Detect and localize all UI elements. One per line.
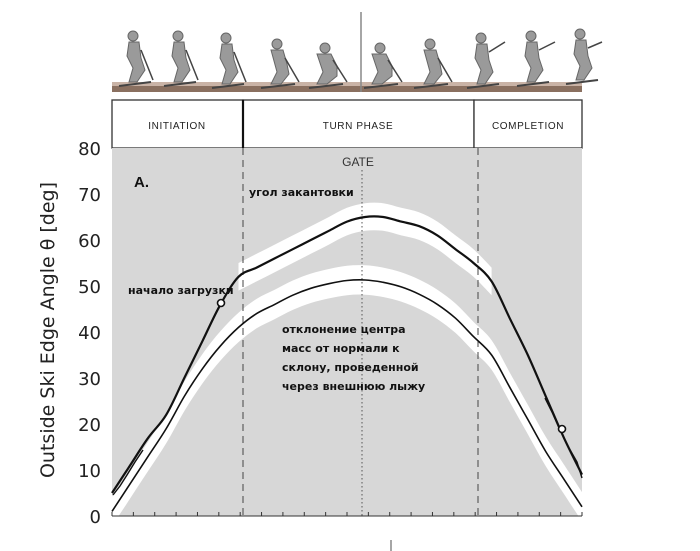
load-start-marker [216,298,226,308]
y-tick-label-40: 40 [78,323,101,344]
y-tick-label-70: 70 [78,185,101,206]
skier-figure-8 [466,32,506,89]
phase-label-completion: COMPLETION [492,121,564,132]
skier-figure-10 [565,28,603,85]
phase-header: INITIATION TURN PHASE COMPLETION [111,99,583,149]
panel-label: A. [134,174,149,191]
plot-area: A. GATE угол закантовки начало загрузки … [111,148,583,527]
series-edge-angle-noise-start [112,449,144,496]
y-tick-label-50: 50 [78,277,101,298]
phase-label-initiation: INITIATION [148,121,205,132]
x-axis-minor-ticks [111,512,583,516]
y-tick-label-10: 10 [78,461,101,482]
phase-label-turn: TURN PHASE [323,121,393,132]
y-axis-label: Outside Ski Edge Angle θ [deg] [37,182,59,478]
variance-band-upper [238,202,492,296]
skier-figure-1 [118,30,154,87]
y-tick-label-80: 80 [78,139,101,160]
annotation-com-deviation-line-3: склону, проведенной [282,361,419,374]
y-tick-label-0: 0 [90,507,101,528]
skier-figure-7 [413,38,453,89]
skier-sequence-illustration [112,12,603,92]
annotation-com-deviation-line-4: через внешнюю лыжу [282,380,425,393]
phase-box-completion [473,99,583,149]
y-tick-label-30: 30 [78,369,101,390]
load-end-marker [557,424,567,434]
y-tick-label-60: 60 [78,231,101,252]
series-edge-angle-noise-end [544,397,583,479]
skier-figure-4 [260,38,300,89]
phase-box-turn [242,99,475,149]
variance-band-lower [112,265,582,527]
skier-figure-3 [211,32,247,89]
gate-label: GATE [342,155,374,169]
series-com-deviation-line [111,279,583,512]
annotation-load-start: начало загрузки [128,284,234,297]
y-axis-tick-labels: 0 10 20 30 40 50 60 70 80 [78,139,101,528]
skier-figure-9 [516,30,556,87]
series-edge-angle-line [111,215,583,494]
annotation-edge-angle: угол закантовки [249,186,354,199]
skier-figure-2 [163,30,199,87]
skier-figure-6 [363,42,403,89]
annotation-com-deviation-line-1: отклонение центра [282,323,406,336]
y-tick-label-20: 20 [78,415,101,436]
annotation-com-deviation-line-2: масс от нормали к [282,342,400,355]
skier-figure-5 [308,42,348,89]
